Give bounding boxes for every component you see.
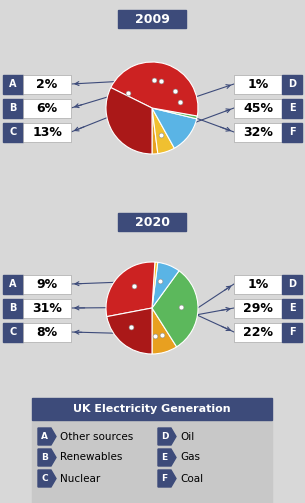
Bar bbox=[118, 213, 186, 231]
Wedge shape bbox=[152, 262, 158, 308]
Bar bbox=[23, 275, 71, 293]
Text: C: C bbox=[9, 327, 17, 337]
Wedge shape bbox=[152, 108, 197, 148]
Text: 1%: 1% bbox=[247, 278, 269, 291]
Bar bbox=[3, 123, 23, 141]
Bar bbox=[234, 123, 282, 141]
Wedge shape bbox=[152, 263, 179, 308]
Text: 31%: 31% bbox=[32, 301, 62, 314]
Bar bbox=[282, 275, 302, 293]
Bar bbox=[282, 123, 302, 141]
Bar bbox=[282, 99, 302, 118]
Text: 22%: 22% bbox=[243, 325, 273, 339]
Text: D: D bbox=[161, 432, 168, 441]
Text: 2%: 2% bbox=[36, 77, 58, 91]
Text: Other sources: Other sources bbox=[60, 432, 133, 442]
Wedge shape bbox=[106, 88, 152, 154]
Text: Gas: Gas bbox=[180, 453, 200, 462]
Polygon shape bbox=[38, 449, 56, 466]
Text: 45%: 45% bbox=[243, 102, 273, 115]
Text: 2020: 2020 bbox=[135, 215, 170, 228]
Bar bbox=[234, 322, 282, 342]
Polygon shape bbox=[158, 449, 176, 466]
Text: 9%: 9% bbox=[36, 278, 58, 291]
Bar bbox=[3, 99, 23, 118]
Text: A: A bbox=[9, 279, 17, 289]
Text: Nuclear: Nuclear bbox=[60, 473, 100, 483]
Bar bbox=[32, 398, 272, 420]
Text: 29%: 29% bbox=[243, 301, 273, 314]
Bar bbox=[234, 99, 282, 118]
Text: Oil: Oil bbox=[180, 432, 194, 442]
Text: F: F bbox=[161, 474, 167, 483]
Bar bbox=[3, 275, 23, 293]
Text: 13%: 13% bbox=[32, 126, 62, 138]
Polygon shape bbox=[38, 470, 56, 487]
Bar bbox=[234, 275, 282, 293]
Bar bbox=[23, 74, 71, 94]
Bar bbox=[23, 123, 71, 141]
Bar bbox=[23, 298, 71, 317]
Bar bbox=[234, 298, 282, 317]
Bar bbox=[234, 74, 282, 94]
Text: B: B bbox=[9, 303, 17, 313]
Wedge shape bbox=[152, 108, 197, 119]
Text: F: F bbox=[289, 327, 295, 337]
Wedge shape bbox=[152, 108, 158, 154]
Bar bbox=[282, 322, 302, 342]
Wedge shape bbox=[152, 108, 174, 153]
Text: 32%: 32% bbox=[243, 126, 273, 138]
Text: Renewables: Renewables bbox=[60, 453, 122, 462]
Bar bbox=[32, 420, 272, 503]
Bar bbox=[3, 74, 23, 94]
Text: C: C bbox=[9, 127, 17, 137]
Bar bbox=[3, 322, 23, 342]
Text: 2009: 2009 bbox=[135, 13, 170, 26]
Polygon shape bbox=[38, 428, 56, 445]
Bar bbox=[282, 74, 302, 94]
Bar bbox=[3, 298, 23, 317]
Text: F: F bbox=[289, 127, 295, 137]
Bar bbox=[118, 10, 186, 28]
Bar bbox=[23, 322, 71, 342]
Text: A: A bbox=[9, 79, 17, 89]
Wedge shape bbox=[152, 271, 198, 347]
Text: UK Electricity Generation: UK Electricity Generation bbox=[73, 404, 231, 414]
Text: B: B bbox=[41, 453, 48, 462]
Wedge shape bbox=[152, 308, 177, 354]
Bar bbox=[282, 298, 302, 317]
Text: D: D bbox=[288, 279, 296, 289]
Text: E: E bbox=[161, 453, 167, 462]
Text: A: A bbox=[41, 432, 48, 441]
Text: Coal: Coal bbox=[180, 473, 203, 483]
Wedge shape bbox=[111, 62, 198, 116]
Wedge shape bbox=[107, 308, 152, 354]
Text: 1%: 1% bbox=[247, 77, 269, 91]
Wedge shape bbox=[106, 262, 155, 316]
Text: B: B bbox=[9, 103, 17, 113]
Text: E: E bbox=[289, 103, 295, 113]
Text: D: D bbox=[288, 79, 296, 89]
Text: 8%: 8% bbox=[36, 325, 58, 339]
Text: E: E bbox=[289, 303, 295, 313]
Polygon shape bbox=[158, 470, 176, 487]
Polygon shape bbox=[158, 428, 176, 445]
Text: C: C bbox=[41, 474, 48, 483]
Bar bbox=[23, 99, 71, 118]
Text: 6%: 6% bbox=[36, 102, 58, 115]
